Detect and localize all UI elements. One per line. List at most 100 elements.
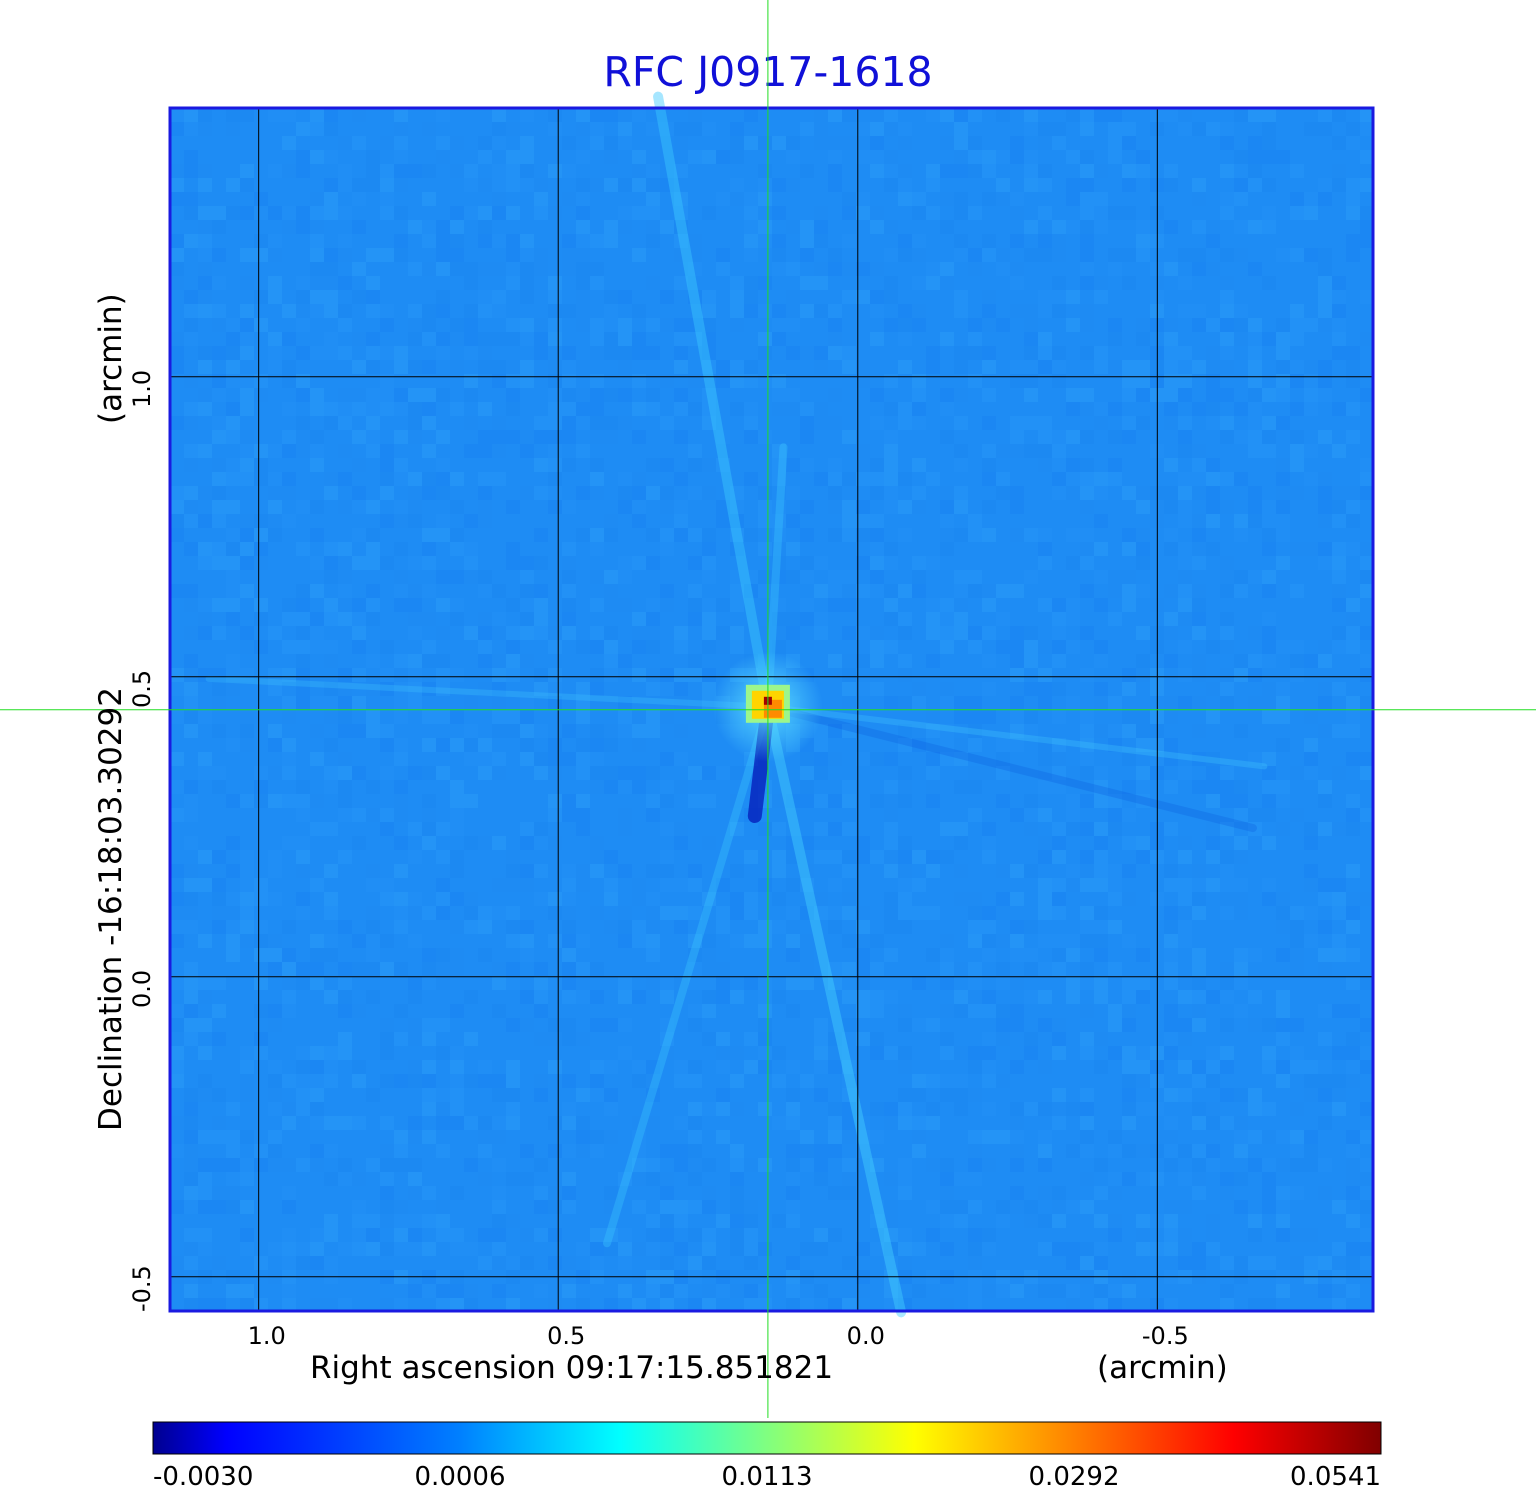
image-pixel xyxy=(618,808,632,822)
image-pixel xyxy=(814,794,828,808)
image-pixel xyxy=(380,318,394,332)
image-pixel xyxy=(940,976,954,990)
image-pixel xyxy=(1234,472,1248,486)
image-pixel xyxy=(884,402,898,416)
image-pixel xyxy=(1136,836,1150,850)
image-pixel xyxy=(996,864,1010,878)
image-pixel xyxy=(212,248,226,262)
image-pixel xyxy=(422,1242,436,1256)
image-pixel xyxy=(590,374,604,388)
colorbar-tick-label: 0.0006 xyxy=(414,1462,506,1492)
image-pixel xyxy=(268,472,282,486)
image-pixel xyxy=(254,640,268,654)
image-pixel xyxy=(590,332,604,346)
image-pixel xyxy=(1290,304,1304,318)
image-pixel xyxy=(618,416,632,430)
image-pixel xyxy=(492,360,506,374)
image-pixel xyxy=(632,780,646,794)
image-pixel xyxy=(198,668,212,682)
image-pixel xyxy=(1192,262,1206,276)
image-pixel xyxy=(940,1004,954,1018)
image-pixel xyxy=(800,612,814,626)
image-pixel xyxy=(702,122,716,136)
image-pixel xyxy=(282,108,296,122)
image-pixel xyxy=(968,934,982,948)
image-pixel xyxy=(1178,1242,1192,1256)
image-pixel xyxy=(856,990,870,1004)
image-pixel xyxy=(170,108,184,122)
image-pixel xyxy=(562,1200,576,1214)
image-pixel xyxy=(1080,1200,1094,1214)
image-pixel xyxy=(996,584,1010,598)
image-pixel xyxy=(268,486,282,500)
image-pixel xyxy=(604,1186,618,1200)
image-pixel xyxy=(1164,878,1178,892)
image-pixel xyxy=(884,696,898,710)
image-pixel xyxy=(1262,500,1276,514)
image-pixel xyxy=(310,1046,324,1060)
image-pixel xyxy=(828,1186,842,1200)
image-pixel xyxy=(814,738,828,752)
image-pixel xyxy=(870,416,884,430)
image-pixel xyxy=(212,1298,226,1311)
image-pixel xyxy=(1010,682,1024,696)
image-pixel xyxy=(674,1074,688,1088)
image-pixel xyxy=(1164,906,1178,920)
image-pixel xyxy=(1164,1130,1178,1144)
image-pixel xyxy=(562,374,576,388)
image-pixel xyxy=(506,668,520,682)
image-pixel xyxy=(1206,1228,1220,1242)
image-pixel xyxy=(1164,1228,1178,1242)
image-pixel xyxy=(646,178,660,192)
image-pixel xyxy=(1276,640,1290,654)
image-pixel xyxy=(660,850,674,864)
image-pixel xyxy=(590,402,604,416)
image-pixel xyxy=(954,780,968,794)
image-pixel xyxy=(282,1158,296,1172)
image-pixel xyxy=(814,1228,828,1242)
image-pixel xyxy=(716,514,730,528)
image-pixel xyxy=(212,1116,226,1130)
image-pixel xyxy=(1094,822,1108,836)
image-pixel xyxy=(282,374,296,388)
image-pixel xyxy=(842,934,856,948)
image-pixel xyxy=(982,626,996,640)
image-pixel xyxy=(268,724,282,738)
image-pixel xyxy=(856,836,870,850)
image-pixel xyxy=(1122,122,1136,136)
image-pixel xyxy=(268,108,282,122)
image-pixel xyxy=(1332,318,1346,332)
image-pixel xyxy=(786,836,800,850)
image-pixel xyxy=(338,850,352,864)
image-pixel xyxy=(968,626,982,640)
image-pixel xyxy=(170,248,184,262)
image-pixel xyxy=(366,920,380,934)
image-pixel xyxy=(324,570,338,584)
image-pixel xyxy=(646,808,660,822)
image-pixel xyxy=(478,738,492,752)
image-pixel xyxy=(730,542,744,556)
image-pixel xyxy=(408,668,422,682)
image-pixel xyxy=(338,472,352,486)
image-pixel xyxy=(548,304,562,318)
image-pixel xyxy=(618,290,632,304)
image-pixel xyxy=(1010,430,1024,444)
image-pixel xyxy=(1122,1004,1136,1018)
image-pixel xyxy=(940,220,954,234)
image-pixel xyxy=(324,542,338,556)
image-pixel xyxy=(1108,1172,1122,1186)
image-pixel xyxy=(1346,794,1360,808)
image-pixel xyxy=(464,1284,478,1298)
image-pixel xyxy=(604,346,618,360)
image-pixel xyxy=(646,486,660,500)
image-pixel xyxy=(1080,318,1094,332)
image-pixel xyxy=(1206,1242,1220,1256)
image-pixel xyxy=(352,1200,366,1214)
image-pixel xyxy=(968,1004,982,1018)
image-pixel xyxy=(1262,640,1276,654)
image-pixel xyxy=(632,402,646,416)
image-pixel xyxy=(1220,248,1234,262)
image-pixel xyxy=(1010,528,1024,542)
image-pixel xyxy=(534,976,548,990)
image-pixel xyxy=(1276,738,1290,752)
